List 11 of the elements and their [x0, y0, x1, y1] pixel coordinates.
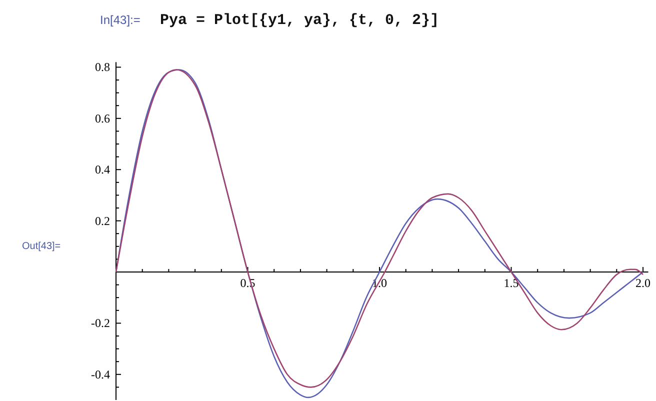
y-tick-label: -0.2	[91, 316, 110, 330]
y-tick-label: 0.8	[95, 60, 110, 74]
text: Pya = Plot[{y1, ya}, {t, 0, 2}]	[160, 12, 440, 29]
text: In[43]:=	[100, 13, 140, 27]
x-tick-label: 1.5	[504, 276, 519, 290]
y-tick-label: -0.4	[91, 367, 110, 382]
y-tick-label: 0.4	[95, 162, 110, 177]
text: Out[43]=	[22, 241, 61, 252]
y-tick-label: 0.2	[95, 214, 110, 228]
y-tick-label: 0.6	[95, 111, 110, 126]
x-tick-label: 2.0	[636, 276, 650, 290]
